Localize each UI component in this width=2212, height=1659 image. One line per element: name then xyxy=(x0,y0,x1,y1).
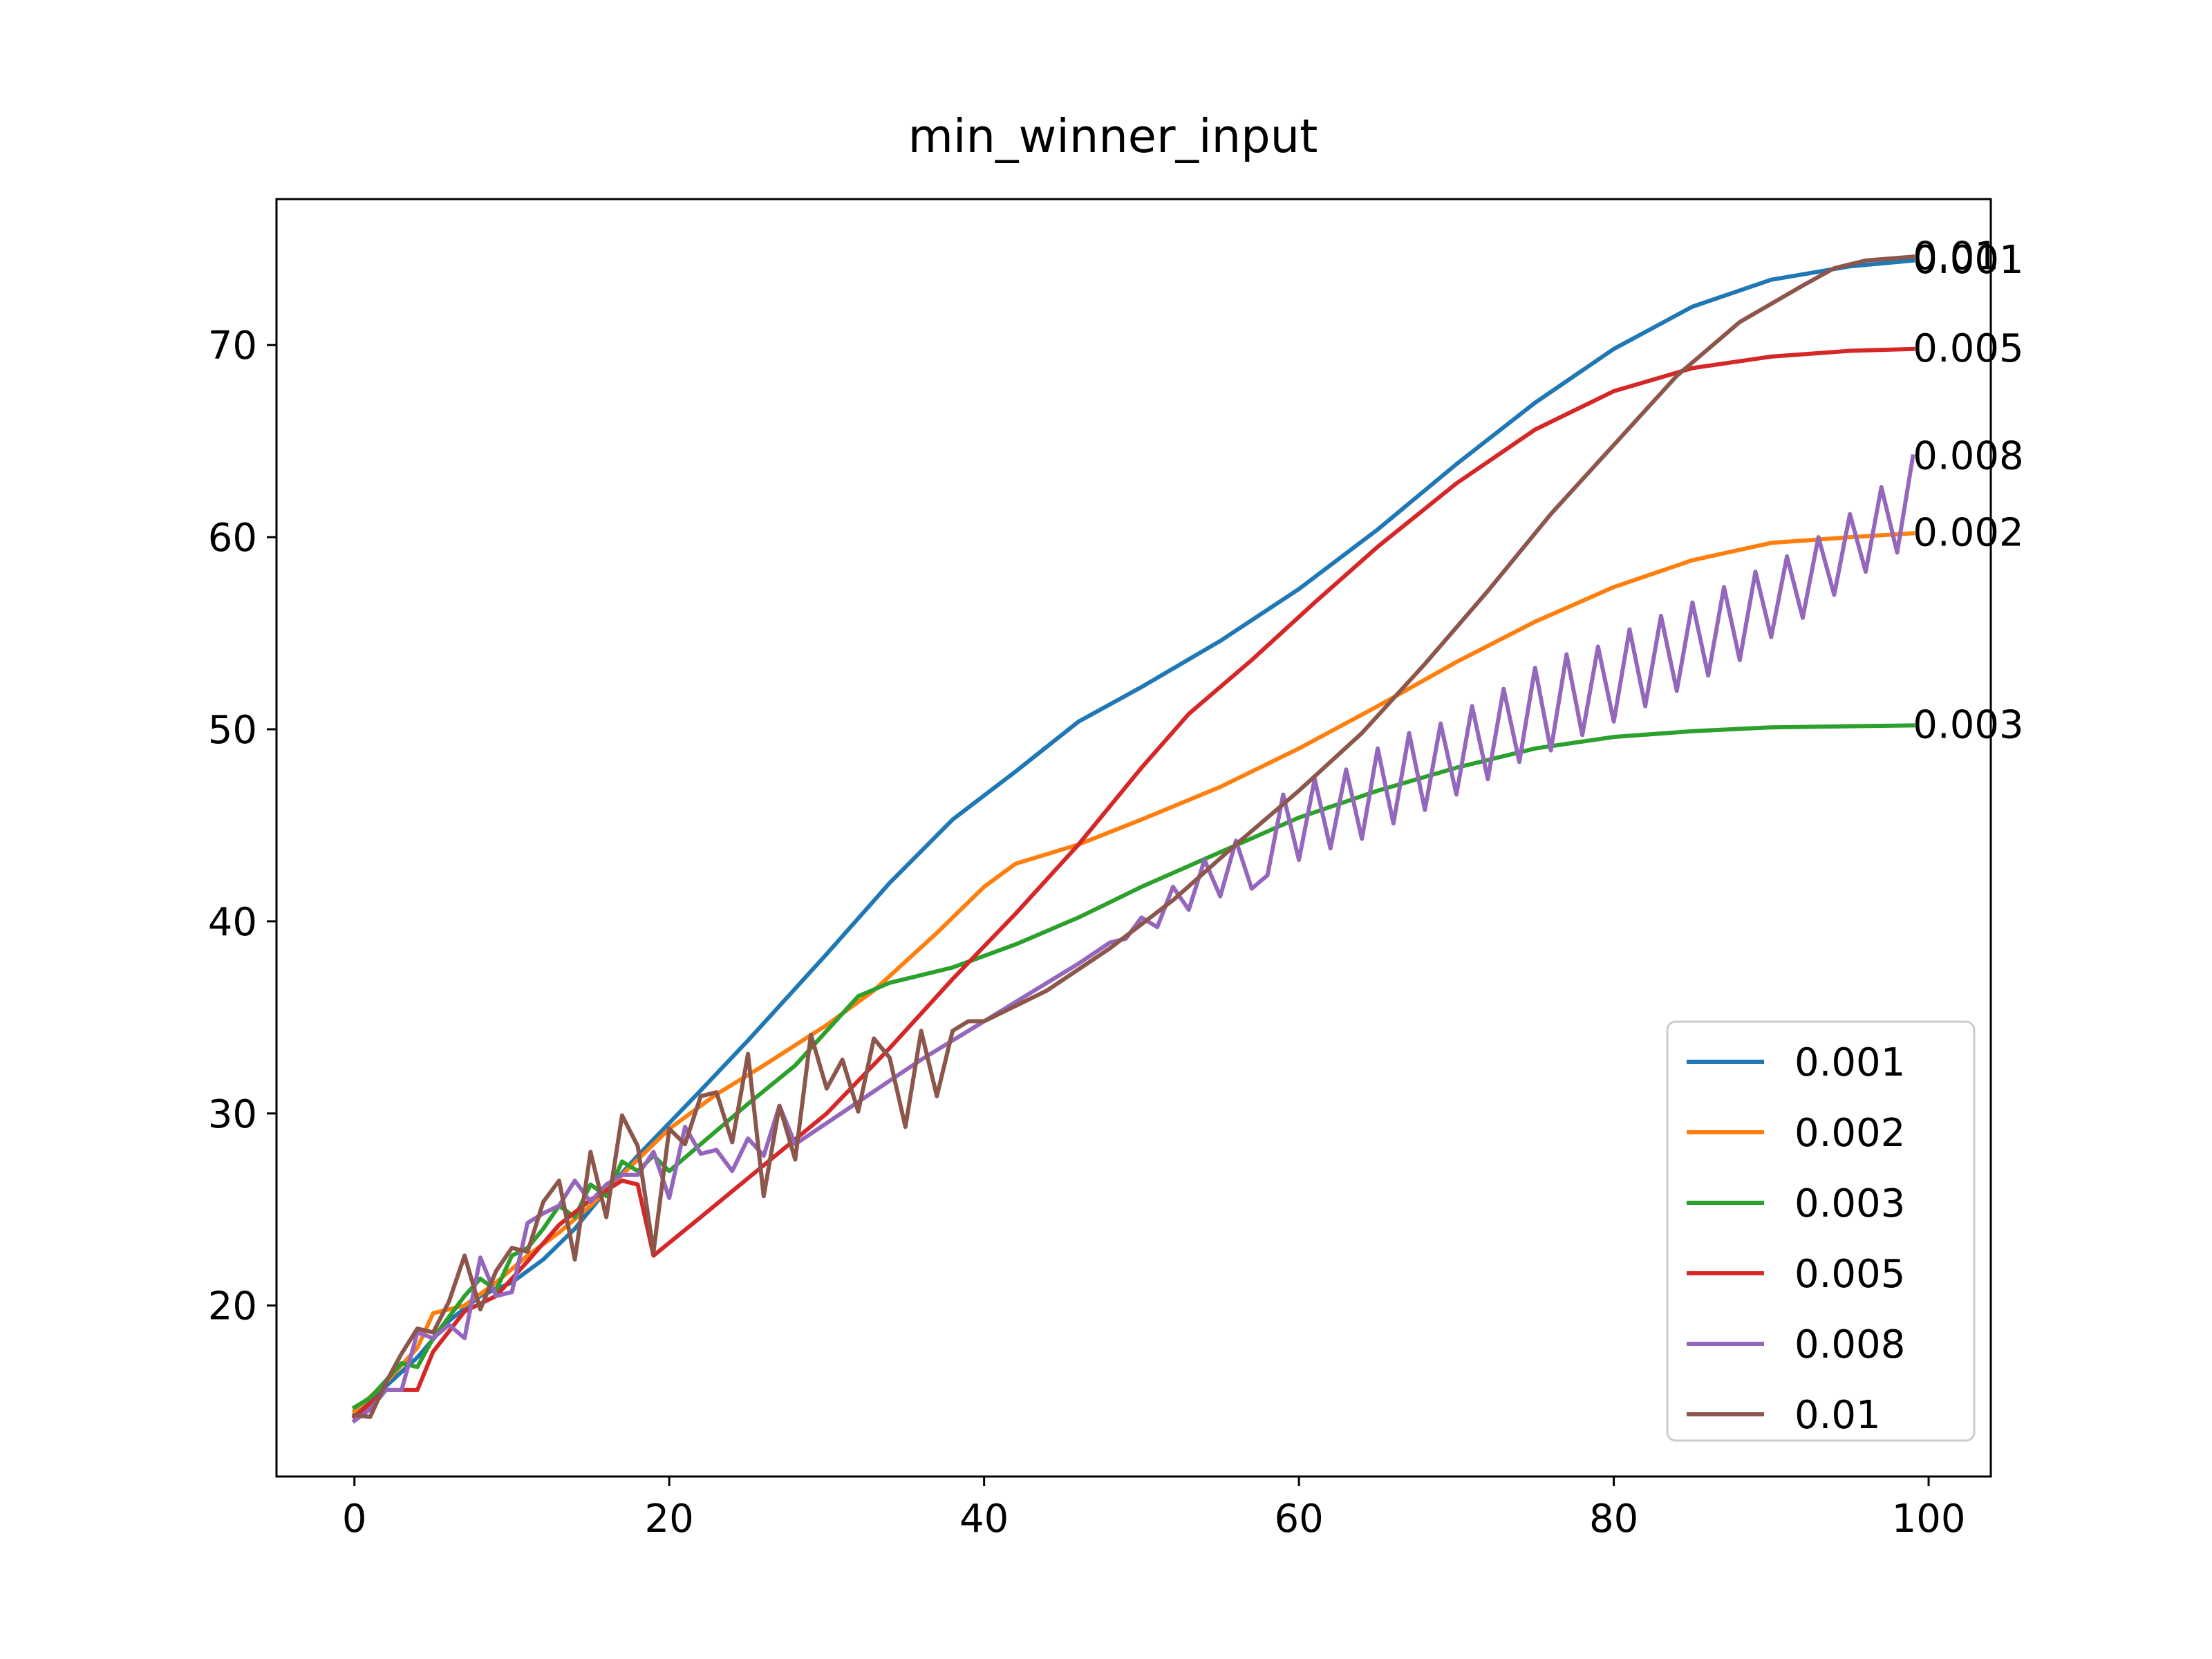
x-tick-label: 40 xyxy=(959,1497,1009,1541)
y-tick-label: 20 xyxy=(208,1284,257,1329)
x-tick-label: 20 xyxy=(645,1497,694,1541)
series-layer xyxy=(351,254,1915,1424)
x-tick-label: 80 xyxy=(1589,1497,1638,1541)
legend: 0.001 0.002 0.003 0.005 0.008 0.01 xyxy=(1666,1020,1976,1442)
series-end-label-0: 0.001 xyxy=(1913,238,2023,283)
legend-entry-4: 0.008 xyxy=(1794,1322,1905,1367)
y-tick-label: 70 xyxy=(208,324,257,368)
y-tick-label: 60 xyxy=(208,516,257,561)
y-tick-label: 50 xyxy=(208,708,257,753)
legend-entry-0: 0.001 xyxy=(1794,1040,1905,1085)
legend-entry-3: 0.005 xyxy=(1794,1252,1905,1297)
y-tick-label: 40 xyxy=(208,900,257,945)
x-tick-label: 100 xyxy=(1892,1497,1966,1541)
legend-box xyxy=(1666,1020,1976,1442)
series-end-label-3: 0.005 xyxy=(1913,326,2023,371)
series-end-label-5: 0.01 xyxy=(1913,234,1999,279)
series-end-label-2: 0.003 xyxy=(1913,702,2023,747)
chart-title: min_winner_input xyxy=(908,109,1318,163)
series-line-5 xyxy=(352,254,1915,1419)
plot-area-frame xyxy=(275,198,1992,1478)
x-tick-label: 60 xyxy=(1274,1497,1323,1541)
y-tick-label: 30 xyxy=(208,1092,257,1137)
legend-entry-1: 0.002 xyxy=(1794,1111,1905,1156)
x-tick-label: 0 xyxy=(342,1497,367,1541)
series-line-4 xyxy=(351,453,1915,1424)
x-axis-ticks: 0 20 40 60 80 100 xyxy=(342,1477,1966,1541)
legend-entry-2: 0.003 xyxy=(1794,1181,1905,1226)
legend-entry-5: 0.01 xyxy=(1794,1393,1881,1438)
y-axis-ticks: 20 30 40 50 60 70 xyxy=(208,324,276,1329)
series-line-0 xyxy=(351,258,1915,1418)
series-end-label-4: 0.008 xyxy=(1913,433,2023,478)
series-end-labels: 0.001 0.002 0.003 0.005 0.008 0.01 xyxy=(1913,234,2023,747)
series-end-label-1: 0.002 xyxy=(1913,511,2023,556)
